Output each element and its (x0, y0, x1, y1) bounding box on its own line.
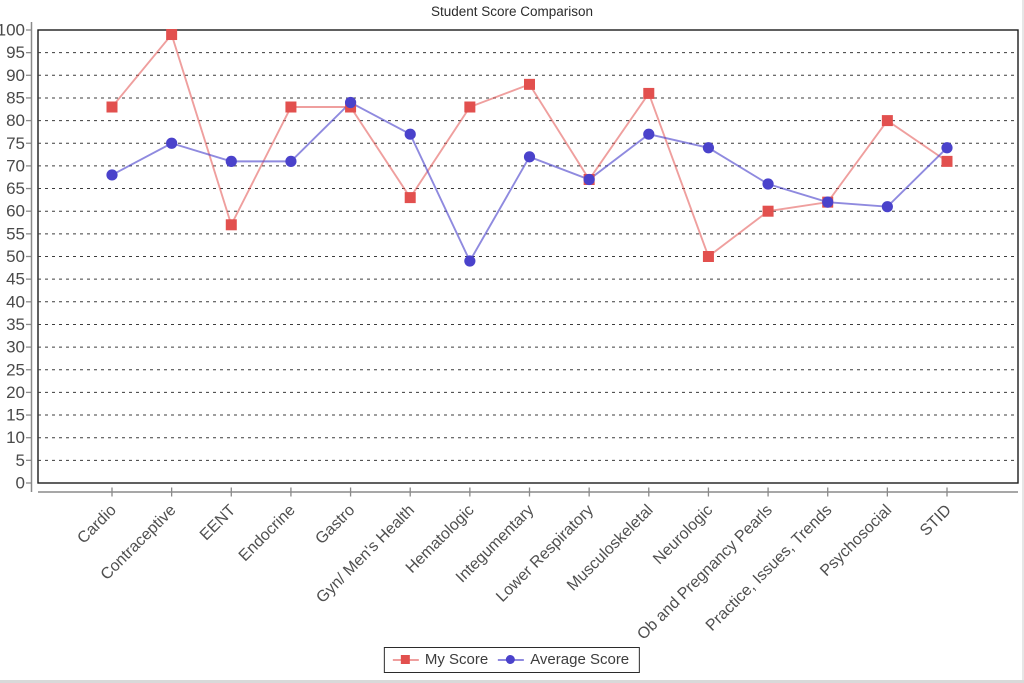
data-point-average-score (285, 155, 297, 167)
data-point-my-score (464, 101, 476, 113)
x-category-label: Gastro (312, 502, 358, 548)
data-point-average-score (702, 142, 715, 154)
y-tick-label: 15 (6, 406, 25, 425)
data-point-average-score (166, 137, 178, 149)
y-tick-label: 65 (6, 179, 25, 198)
y-tick-label: 0 (16, 474, 25, 493)
data-point-average-score (106, 169, 118, 181)
data-point-average-score (941, 142, 953, 154)
data-point-average-score (583, 173, 595, 186)
my-score-square-marker-icon (392, 654, 419, 666)
data-point-average-score (404, 128, 416, 140)
data-point-my-score (524, 78, 535, 90)
legend: My Score Average Score (383, 647, 641, 673)
legend-item-average-score: Average Score (498, 651, 629, 668)
data-point-my-score (762, 205, 774, 217)
y-tick-label: 80 (6, 111, 25, 130)
y-tick-label: 45 (6, 270, 25, 289)
data-point-average-score (344, 96, 357, 109)
legend-marker-swatch (506, 655, 516, 664)
y-tick-label: 60 (6, 202, 25, 221)
y-tick-label: 30 (6, 338, 25, 357)
data-point-my-score (941, 155, 953, 167)
legend-marker-swatch (400, 655, 410, 664)
x-category-label: Cardio (74, 502, 119, 547)
data-point-my-score (643, 87, 655, 99)
legend-label-average-score: Average Score (530, 651, 630, 668)
data-point-my-score (166, 29, 178, 41)
y-tick-label: 100 (0, 21, 25, 40)
y-tick-label: 20 (6, 383, 25, 402)
data-point-average-score (225, 155, 237, 167)
y-tick-label: 90 (6, 66, 25, 85)
chart-title: Student Score Comparison (430, 4, 594, 19)
legend-label-my-score: My Score (424, 651, 489, 668)
x-category-label: STID (917, 502, 955, 540)
y-tick-label: 5 (16, 451, 25, 470)
y-tick-label: 55 (6, 224, 25, 243)
data-point-my-score (225, 219, 237, 231)
x-category-label: EENT (197, 502, 239, 544)
y-tick-label: 35 (6, 315, 25, 334)
data-point-my-score (702, 251, 714, 262)
data-point-average-score (881, 201, 893, 213)
y-tick-label: 40 (6, 292, 25, 311)
data-point-average-score (643, 128, 655, 140)
average-score-circle-marker-icon (498, 654, 525, 666)
data-point-average-score (464, 255, 476, 267)
data-point-average-score (762, 178, 774, 190)
data-point-average-score (523, 151, 536, 163)
data-point-average-score (822, 196, 834, 208)
y-tick-label: 70 (6, 156, 25, 175)
y-tick-label: 25 (6, 360, 25, 379)
legend-item-my-score: My Score (392, 651, 489, 668)
data-point-my-score (881, 115, 893, 127)
x-category-label: Practice, Issues, Trends (703, 502, 836, 635)
y-tick-label: 75 (6, 134, 25, 153)
data-point-my-score (285, 101, 297, 113)
x-category-label: Gyn/ Men's Health (313, 502, 418, 607)
y-tick-label: 85 (6, 88, 25, 107)
data-point-my-score (404, 192, 416, 204)
y-tick-label: 95 (6, 43, 25, 62)
y-tick-label: 50 (6, 247, 25, 266)
data-point-my-score (106, 101, 118, 113)
x-category-label: Endocrine (236, 502, 299, 565)
y-tick-label: 10 (6, 428, 25, 447)
